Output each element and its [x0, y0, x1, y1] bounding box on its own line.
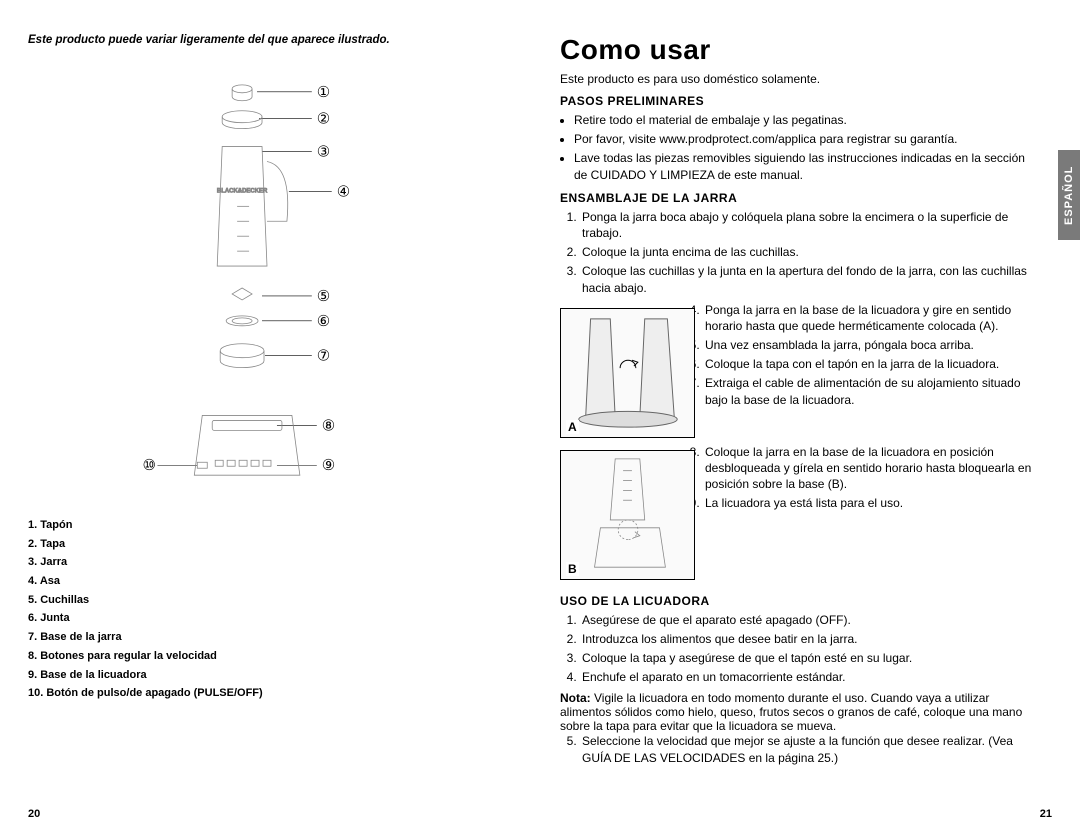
note-body: Vigile la licuadora en todo momento dura…: [560, 691, 1022, 733]
list-item: 1. Tapón: [28, 516, 506, 535]
figure-b: B: [560, 450, 695, 580]
language-tab: ESPAÑOL: [1058, 150, 1080, 240]
svg-text:⑧: ⑧: [322, 417, 335, 434]
list-item: Enchufe el aparato en un tomacorriente e…: [580, 669, 1040, 685]
intro-text: Este producto es para uso doméstico sola…: [560, 72, 1040, 86]
svg-text:④: ④: [337, 183, 350, 200]
section-use: USO DE LA LICUADORA: [560, 594, 1040, 608]
page-number-left: 20: [28, 808, 40, 820]
use-list-2: Seleccione la velocidad que mejor se aju…: [560, 733, 1040, 765]
list-item: Retire todo el material de embalaje y la…: [574, 112, 1040, 128]
svg-text:③: ③: [317, 144, 330, 161]
svg-text:⑨: ⑨: [322, 457, 335, 474]
page-left: Este producto puede variar ligeramente d…: [0, 0, 540, 834]
note-label: Nota:: [560, 691, 591, 705]
spread: Este producto puede variar ligeramente d…: [0, 0, 1080, 834]
list-item: 6. Junta: [28, 609, 506, 628]
note-line: Nota: Vigile la licuadora en todo moment…: [560, 691, 1040, 733]
svg-text:⑦: ⑦: [317, 348, 330, 365]
list-item: Seleccione la velocidad que mejor se aju…: [580, 733, 1040, 765]
list-item: 8. Botones para regular la velocidad: [28, 647, 506, 666]
assembly-list-top: Ponga la jarra boca abajo y colóquela pl…: [560, 209, 1040, 296]
list-item: 3. Jarra: [28, 553, 506, 572]
list-item: 10. Botón de pulso/de apagado (PULSE/OFF…: [28, 684, 506, 703]
list-item: Introduzca los alimentos que desee batir…: [580, 631, 1040, 647]
list-item: Coloque la junta encima de las cuchillas…: [580, 244, 1040, 260]
list-item: 4. Asa: [28, 572, 506, 591]
list-item: Ponga la jarra boca abajo y colóquela pl…: [580, 209, 1040, 241]
page-right: Como usar Este producto es para uso domé…: [540, 0, 1080, 834]
list-item: Coloque las cuchillas y la junta en la a…: [580, 263, 1040, 295]
parts-list: 1. Tapón 2. Tapa 3. Jarra 4. Asa 5. Cuch…: [28, 516, 506, 703]
variation-note: Este producto puede variar ligeramente d…: [28, 34, 506, 46]
section-assembly: ENSAMBLAJE DE LA JARRA: [560, 191, 1040, 205]
figure-b-wrap: B: [560, 450, 695, 580]
use-list: Asegúrese de que el aparato esté apagado…: [560, 612, 1040, 686]
svg-text:⑩: ⑩: [143, 457, 156, 474]
page-number-right: 21: [1040, 808, 1052, 820]
svg-text:⑤: ⑤: [317, 288, 330, 305]
exploded-diagram: ① ② ③ ④ ⑤ ⑥ ⑦ ⑧ ⑨ ⑩: [28, 66, 506, 506]
list-item: Asegúrese de que el aparato esté apagado…: [580, 612, 1040, 628]
page-title: Como usar: [560, 34, 1040, 66]
figure-a: A: [560, 308, 695, 438]
list-item: 2. Tapa: [28, 535, 506, 554]
list-item: Lave todas las piezas removibles siguien…: [574, 150, 1040, 182]
list-item: 5. Cuchillas: [28, 591, 506, 610]
svg-text:①: ①: [317, 84, 330, 101]
svg-text:②: ②: [317, 111, 330, 128]
figure-b-label: B: [566, 562, 579, 576]
diagram-svg: ① ② ③ ④ ⑤ ⑥ ⑦ ⑧ ⑨ ⑩: [28, 66, 506, 506]
list-item: 7. Base de la jarra: [28, 628, 506, 647]
figure-a-label: A: [566, 420, 579, 434]
list-item: 9. Base de la licuadora: [28, 666, 506, 685]
svg-text:BLACK&DECKER: BLACK&DECKER: [217, 188, 268, 194]
list-item: Por favor, visite www.prodprotect.com/ap…: [574, 131, 1040, 147]
list-item: Coloque la tapa y asegúrese de que el ta…: [580, 650, 1040, 666]
figure-a-wrap: A: [560, 308, 695, 438]
svg-text:⑥: ⑥: [317, 313, 330, 330]
preliminary-list: Retire todo el material de embalaje y la…: [560, 112, 1040, 183]
section-preliminary: PASOS PRELIMINARES: [560, 94, 1040, 108]
